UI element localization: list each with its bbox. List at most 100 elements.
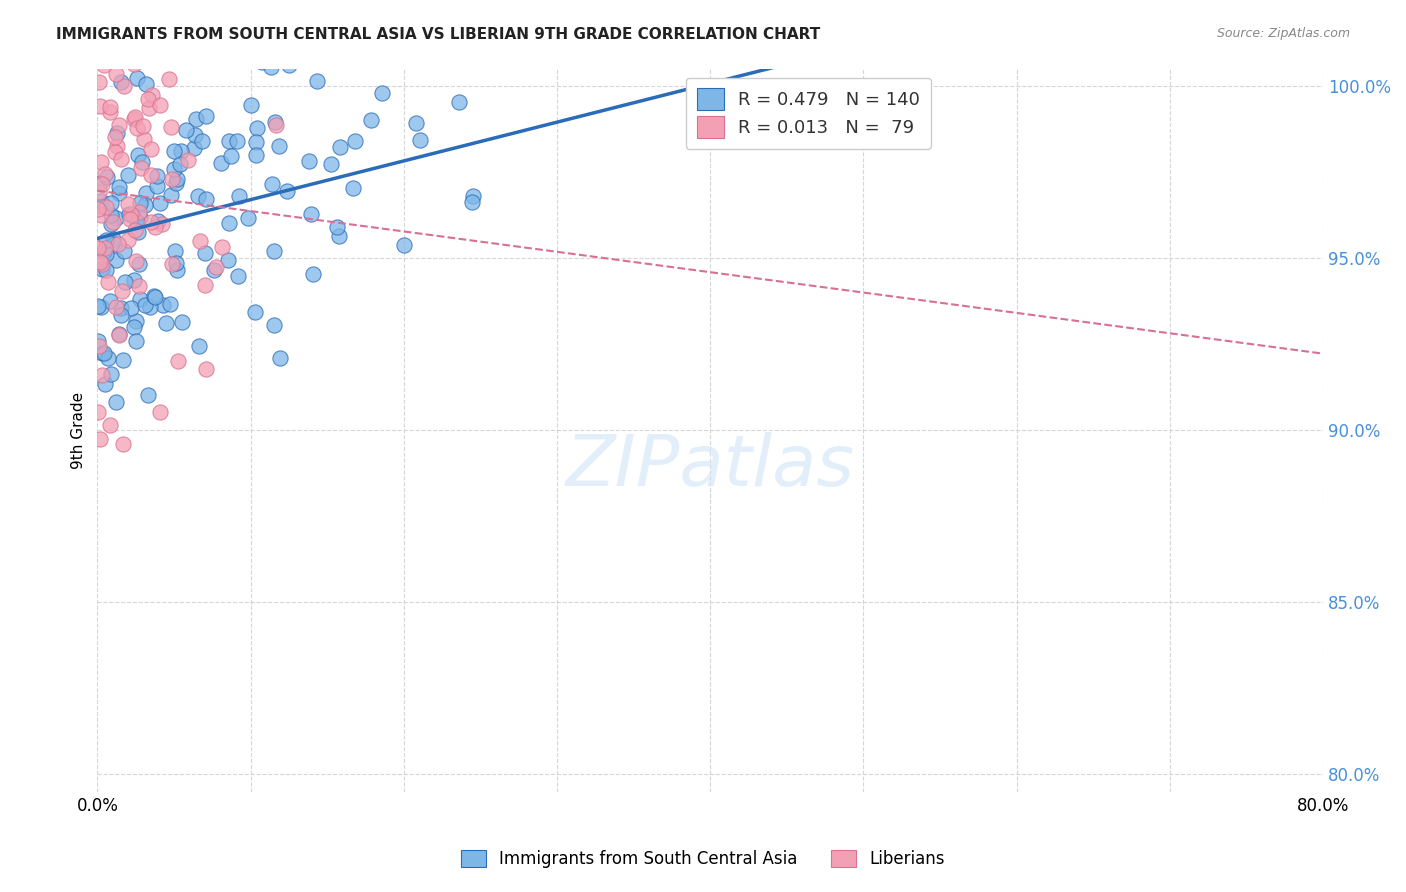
Point (107, 236, 129, 251)
Point (103, 232, 125, 246)
Point (187, 189, 209, 203)
Point (87, 334, 110, 348)
Point (89, 99, 111, 113)
Point (111, 45, 134, 59)
Point (90, 209, 112, 223)
Point (98, 99, 121, 113)
Point (96, 170, 118, 185)
Point (87, 299, 110, 313)
Point (202, 263, 225, 277)
Point (276, 184, 298, 198)
Point (124, 320, 146, 334)
Point (298, 153, 321, 168)
Point (139, 168, 162, 182)
Point (87, 405, 110, 419)
Point (245, 148, 267, 162)
Point (135, 77, 157, 91)
Point (97, 275, 120, 289)
Point (228, 189, 250, 203)
Point (98, 104, 121, 119)
Point (149, 404, 172, 418)
Point (108, 327, 131, 342)
Point (87, 202, 110, 216)
Point (150, 217, 173, 231)
Point (146, 169, 169, 183)
Point (117, 169, 139, 183)
Point (184, 128, 207, 142)
Text: IMMIGRANTS FROM SOUTH CENTRAL ASIA VS LIBERIAN 9TH GRADE CORRELATION CHART: IMMIGRANTS FROM SOUTH CENTRAL ASIA VS LI… (56, 27, 821, 42)
Point (246, 120, 269, 135)
Point (238, 211, 260, 225)
Point (89, 432, 111, 446)
Point (245, 305, 267, 319)
Point (110, 153, 132, 167)
Point (112, 437, 135, 451)
Point (205, 260, 228, 275)
Point (132, 132, 155, 146)
Point (447, 95, 470, 110)
Point (124, 223, 146, 237)
Point (159, 188, 181, 202)
Point (218, 216, 240, 230)
Point (110, 308, 132, 322)
Point (194, 109, 217, 123)
Point (387, 45, 409, 59)
Point (184, 45, 207, 59)
Point (260, 60, 283, 74)
Point (149, 98, 172, 112)
Point (93, 346, 115, 360)
Legend: Immigrants from South Central Asia, Liberians: Immigrants from South Central Asia, Libe… (454, 843, 952, 875)
Point (110, 74, 132, 88)
Legend: R = 0.479   N = 140, R = 0.013   N =  79: R = 0.479 N = 140, R = 0.013 N = 79 (686, 78, 931, 149)
Point (98, 417, 121, 432)
Point (107, 126, 129, 140)
Point (260, 177, 283, 191)
Point (127, 225, 149, 239)
Point (299, 207, 322, 221)
Point (166, 172, 188, 186)
Text: Source: ZipAtlas.com: Source: ZipAtlas.com (1216, 27, 1350, 40)
Point (170, 144, 193, 158)
Point (97, 351, 120, 366)
Point (122, 45, 145, 59)
Point (160, 257, 183, 271)
Point (263, 115, 285, 129)
Point (87, 45, 110, 59)
Point (111, 353, 134, 368)
Point (93, 57, 115, 71)
Point (118, 207, 141, 221)
Point (94, 262, 117, 277)
Point (139, 143, 162, 157)
Point (148, 196, 170, 211)
Point (94, 168, 117, 182)
Point (360, 113, 382, 128)
Point (89, 75, 111, 89)
Point (120, 211, 142, 226)
Point (108, 118, 131, 132)
Point (184, 112, 207, 127)
Point (93, 376, 115, 391)
Point (122, 56, 145, 70)
Point (135, 186, 157, 201)
Point (329, 140, 352, 154)
Point (98, 45, 121, 59)
Point (163, 244, 186, 258)
Point (302, 267, 325, 281)
Point (321, 157, 343, 171)
Point (103, 236, 125, 251)
Point (112, 79, 135, 94)
Y-axis label: 9th Grade: 9th Grade (72, 392, 86, 468)
Point (174, 123, 197, 137)
Point (176, 153, 198, 168)
Point (138, 101, 160, 115)
Point (101, 45, 124, 59)
Point (160, 120, 183, 134)
Point (141, 215, 163, 229)
Point (343, 134, 366, 148)
Point (112, 244, 135, 258)
Point (278, 58, 301, 72)
Point (105, 67, 128, 81)
Point (160, 172, 183, 186)
Point (405, 116, 427, 130)
Point (131, 154, 153, 169)
